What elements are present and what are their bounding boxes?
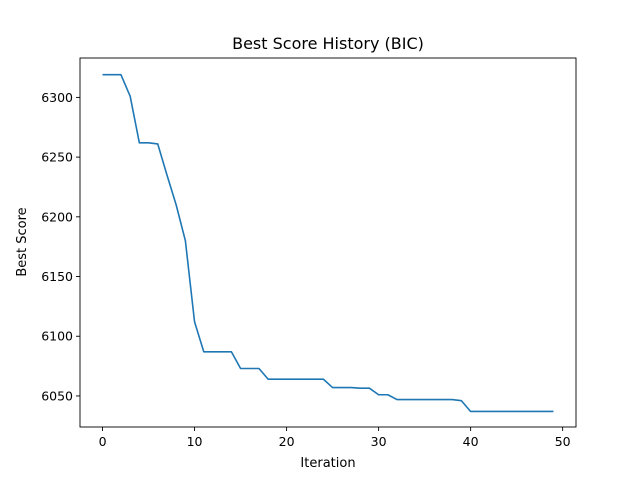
y-tick-label: 6200 [41,209,73,224]
y-tick-label: 6300 [41,90,73,105]
x-tick-label: 10 [187,434,203,449]
y-axis-label: Best Score [15,207,30,276]
y-tick-label: 6150 [41,269,73,284]
series-line-0 [102,73,554,413]
y-tick-label: 6250 [41,150,73,165]
x-tick-label: 30 [371,434,387,449]
axes-frame [79,57,577,428]
chart-title: Best Score History (BIC) [232,34,424,53]
y-tick-label: 6100 [41,329,73,344]
x-tick-label: 20 [279,434,295,449]
y-tick-label: 6050 [41,388,73,403]
x-tick-label: 50 [555,434,571,449]
x-axis: 0 10 20 30 40 50 [99,427,571,449]
plot-area [79,57,577,428]
x-axis-label: Iteration [300,456,355,471]
x-tick-label: 40 [463,434,479,449]
x-tick-label: 0 [99,434,107,449]
y-axis: 6050 6100 6150 6200 6250 6300 [41,90,80,403]
